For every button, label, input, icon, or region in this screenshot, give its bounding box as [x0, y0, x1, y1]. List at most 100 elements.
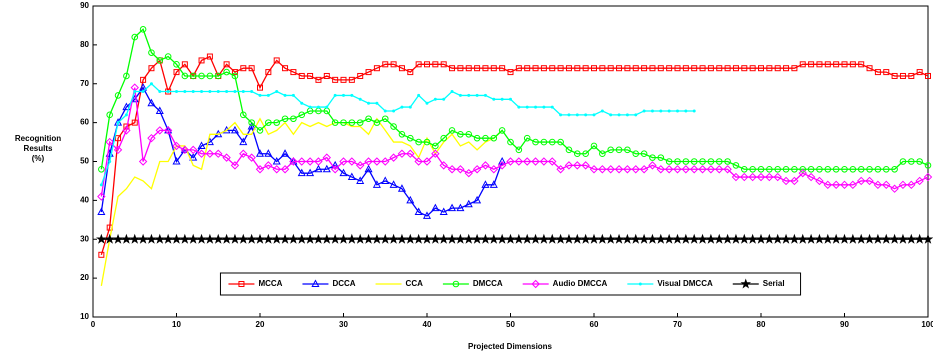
- marker: [163, 126, 173, 135]
- marker: [866, 165, 873, 173]
- marker: [649, 65, 656, 72]
- marker: [488, 233, 500, 244]
- marker: [255, 165, 265, 174]
- marker: [841, 165, 848, 173]
- marker: [617, 113, 621, 117]
- marker: [342, 93, 345, 97]
- marker: [816, 61, 823, 68]
- marker: [625, 113, 629, 117]
- x-tick-label: 80: [757, 320, 766, 329]
- marker: [509, 97, 512, 101]
- marker: [723, 165, 732, 174]
- marker: [131, 119, 138, 126]
- marker: [908, 158, 915, 165]
- marker: [550, 105, 554, 109]
- marker: [381, 176, 390, 184]
- marker: [882, 165, 890, 173]
- marker: [907, 180, 916, 190]
- y-tick-label: 30: [80, 234, 89, 243]
- marker: [915, 176, 924, 186]
- marker: [715, 158, 723, 165]
- marker: [672, 233, 683, 244]
- marker: [115, 135, 122, 142]
- x-tick-label: 30: [339, 320, 348, 329]
- marker: [448, 127, 456, 134]
- marker: [155, 126, 165, 135]
- marker: [389, 180, 398, 188]
- marker: [922, 233, 933, 244]
- y-axis-label: Results: [24, 144, 53, 153]
- marker: [230, 125, 239, 134]
- marker: [239, 149, 248, 158]
- marker: [706, 165, 716, 174]
- marker: [507, 138, 514, 146]
- marker: [599, 150, 606, 158]
- marker: [600, 109, 604, 113]
- marker: [116, 121, 120, 125]
- marker: [179, 233, 191, 244]
- marker: [371, 233, 383, 244]
- marker: [481, 161, 490, 170]
- marker: [171, 233, 182, 244]
- marker: [97, 207, 106, 216]
- marker: [381, 157, 390, 166]
- marker: [442, 97, 446, 101]
- marker: [506, 157, 515, 166]
- legend-label: CCA: [406, 279, 424, 288]
- marker: [722, 233, 733, 244]
- marker: [248, 65, 255, 72]
- legend-item: CCA: [375, 279, 424, 288]
- marker: [181, 72, 189, 80]
- legend-label: Audio DMCCA: [553, 279, 608, 288]
- marker: [367, 101, 371, 105]
- marker: [281, 115, 289, 123]
- marker: [348, 76, 355, 83]
- marker: [699, 158, 706, 165]
- marker: [582, 65, 589, 72]
- marker: [148, 49, 155, 56]
- marker: [505, 233, 516, 244]
- marker: [392, 109, 396, 113]
- x-tick-label: 40: [423, 320, 432, 329]
- y-tick-label: 90: [80, 1, 89, 10]
- marker: [216, 90, 220, 94]
- marker: [606, 165, 615, 174]
- marker: [731, 172, 741, 182]
- marker: [212, 233, 224, 244]
- marker: [315, 76, 322, 83]
- marker: [473, 195, 482, 204]
- marker: [556, 165, 565, 174]
- marker: [329, 233, 341, 244]
- marker: [397, 149, 407, 158]
- marker: [916, 69, 923, 76]
- marker: [705, 233, 717, 244]
- marker: [872, 233, 884, 244]
- marker: [457, 130, 464, 138]
- marker: [490, 134, 498, 142]
- y-tick-label: 80: [80, 40, 89, 49]
- legend-marker: [452, 280, 460, 288]
- marker: [440, 134, 448, 142]
- marker: [398, 65, 405, 72]
- marker: [740, 172, 749, 182]
- marker: [206, 53, 213, 60]
- marker: [724, 158, 731, 165]
- marker: [275, 90, 279, 94]
- marker: [198, 57, 205, 64]
- marker: [155, 106, 164, 114]
- marker: [398, 130, 406, 138]
- marker: [848, 180, 858, 190]
- marker: [480, 233, 491, 244]
- legend-box: [219, 272, 802, 296]
- legend-label: DCCA: [332, 279, 355, 288]
- marker: [782, 165, 790, 173]
- marker: [414, 157, 423, 166]
- marker: [450, 90, 454, 94]
- marker: [133, 90, 137, 94]
- marker: [631, 165, 640, 174]
- marker: [482, 134, 489, 142]
- marker: [279, 233, 291, 244]
- marker: [515, 65, 522, 72]
- marker: [475, 93, 479, 97]
- marker: [255, 149, 265, 157]
